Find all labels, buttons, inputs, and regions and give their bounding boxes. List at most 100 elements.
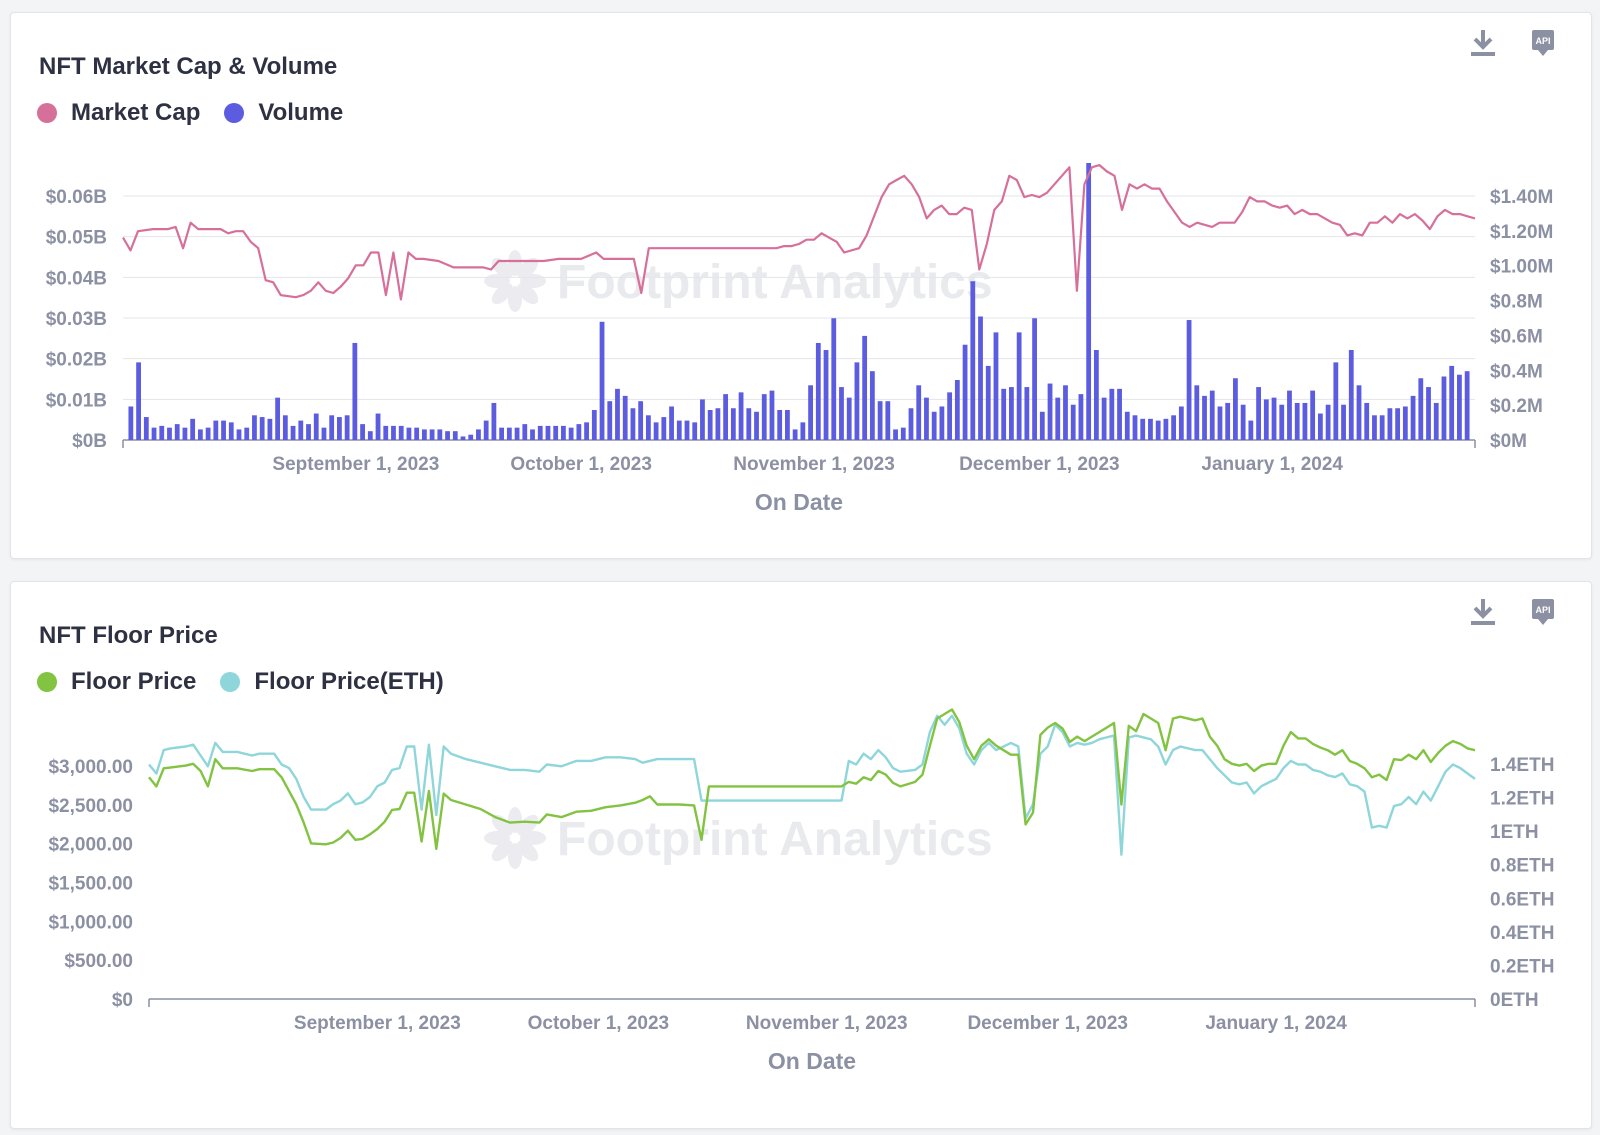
volume-bar — [282, 415, 288, 440]
x-tick-label: October 1, 2023 — [510, 454, 652, 475]
y-left-tick-label: $2,000.00 — [48, 835, 133, 856]
x-tick-label: December 1, 2023 — [967, 1013, 1128, 1034]
volume-bar — [1279, 404, 1285, 440]
volume-bar — [352, 342, 358, 440]
y-right-tick-label: $1.20M — [1490, 222, 1553, 243]
watermark-logo-petal — [517, 840, 539, 862]
x-axis-title: On Date — [755, 489, 843, 515]
volume-bar — [607, 401, 613, 440]
volume-bars — [128, 163, 1470, 440]
volume-bar — [769, 390, 775, 440]
watermark: Footprint Analytics — [484, 250, 993, 312]
volume-bar — [561, 425, 566, 440]
volume-bar — [1372, 415, 1377, 440]
volume-bar — [298, 420, 304, 440]
volume-bar — [738, 392, 744, 440]
volume-bar — [1101, 397, 1107, 440]
legend-item-floor-price-eth[interactable]: Floor Price(ETH) — [220, 668, 444, 696]
x-tick-label: November 1, 2023 — [733, 454, 895, 475]
volume-bar — [1271, 397, 1277, 440]
volume-bar — [530, 429, 535, 440]
market-cap-volume-chart[interactable]: Footprint Analytics $0B $0.01B $0.02B $0.03B… — [11, 13, 1591, 558]
volume-bar — [1093, 350, 1099, 440]
legend-item-market-cap[interactable]: Market Cap — [37, 99, 200, 127]
volume-bar — [1464, 371, 1470, 440]
volume-bar — [939, 406, 945, 440]
y-right-tick-label: 0.8ETH — [1490, 856, 1554, 877]
y-right-tick-label: $0.2M — [1490, 396, 1543, 417]
volume-bar — [236, 429, 242, 440]
watermark-logo-petal — [491, 814, 513, 836]
volume-bar — [985, 365, 991, 440]
volume-bar — [815, 342, 821, 440]
download-icon[interactable] — [1467, 596, 1499, 628]
x-tick-label: November 1, 2023 — [746, 1013, 908, 1034]
y-left-tick-label: $0.04B — [46, 268, 107, 289]
volume-bar — [916, 385, 922, 440]
volume-bar — [1294, 402, 1300, 440]
volume-bar — [638, 401, 644, 440]
volume-bar — [1341, 404, 1346, 440]
volume-bar — [329, 415, 335, 440]
volume-bar — [244, 427, 250, 440]
volume-bar — [344, 415, 350, 440]
y-right-tick-label: 0.4ETH — [1490, 923, 1554, 944]
legend-item-volume[interactable]: Volume — [224, 99, 343, 127]
legend-dot-market-cap — [37, 103, 57, 123]
volume-bar — [1348, 350, 1354, 440]
download-icon[interactable] — [1467, 27, 1499, 59]
volume-bar — [831, 318, 837, 440]
volume-bar — [1364, 402, 1370, 440]
volume-bar — [136, 362, 141, 440]
y-right-tick-label: $0M — [1490, 431, 1527, 452]
volume-bar — [1132, 415, 1138, 440]
floor-price-chart[interactable]: Footprint Analytics $0 $500.00 $1,000.00 $1,… — [11, 582, 1591, 1128]
y-left-tick-label: $0B — [72, 431, 107, 452]
volume-bar — [1194, 385, 1200, 440]
volume-bar — [1418, 378, 1424, 440]
legend-dot-floor-price — [37, 672, 57, 692]
volume-bar — [1086, 163, 1092, 440]
y-right-tick-label: $1.00M — [1490, 257, 1553, 278]
legend-item-floor-price[interactable]: Floor Price — [37, 668, 196, 696]
volume-bar — [221, 420, 226, 440]
volume-bar — [306, 424, 311, 440]
volume-bar — [692, 422, 698, 440]
x-tick-label: September 1, 2023 — [272, 454, 439, 475]
floor-price-line — [148, 708, 1476, 850]
y-right-tick-label: 1.4ETH — [1490, 755, 1554, 776]
volume-bar — [645, 415, 651, 440]
watermark: Footprint Analytics — [484, 807, 993, 869]
volume-bar — [684, 420, 690, 440]
volume-bar — [182, 427, 188, 440]
volume-bar — [1248, 420, 1254, 440]
volume-bar — [869, 371, 875, 440]
watermark-text: Footprint Analytics — [557, 813, 993, 866]
y-left-tick-label: $0.03B — [46, 309, 107, 330]
volume-bar — [622, 395, 628, 440]
volume-bar — [1379, 415, 1385, 440]
volume-bar — [1441, 376, 1447, 440]
volume-bar — [1449, 365, 1455, 440]
chart-title: NFT Market Cap & Volume — [39, 53, 338, 80]
volume-bar — [1171, 415, 1177, 440]
x-tick-label: December 1, 2023 — [959, 454, 1120, 475]
volume-bar — [1148, 418, 1153, 440]
volume-bar — [584, 422, 589, 440]
volume-bar — [174, 424, 180, 440]
y-left-tick-label: $0.02B — [46, 350, 107, 371]
legend-dot-volume — [224, 103, 245, 123]
volume-bar — [159, 425, 165, 440]
volume-bar — [391, 425, 396, 440]
volume-bar — [1333, 362, 1339, 440]
volume-bar — [785, 410, 790, 440]
legend-dot-floor-price-eth — [220, 672, 241, 692]
api-icon[interactable]: API — [1527, 27, 1559, 59]
y-left-tick-label: $0.05B — [46, 228, 107, 249]
api-icon[interactable]: API — [1527, 596, 1559, 628]
volume-bar — [1433, 402, 1439, 440]
y-left-tick-label: $1,500.00 — [48, 874, 133, 895]
volume-bar — [792, 429, 798, 440]
volume-bar — [1287, 390, 1292, 440]
volume-bar — [1047, 383, 1053, 440]
